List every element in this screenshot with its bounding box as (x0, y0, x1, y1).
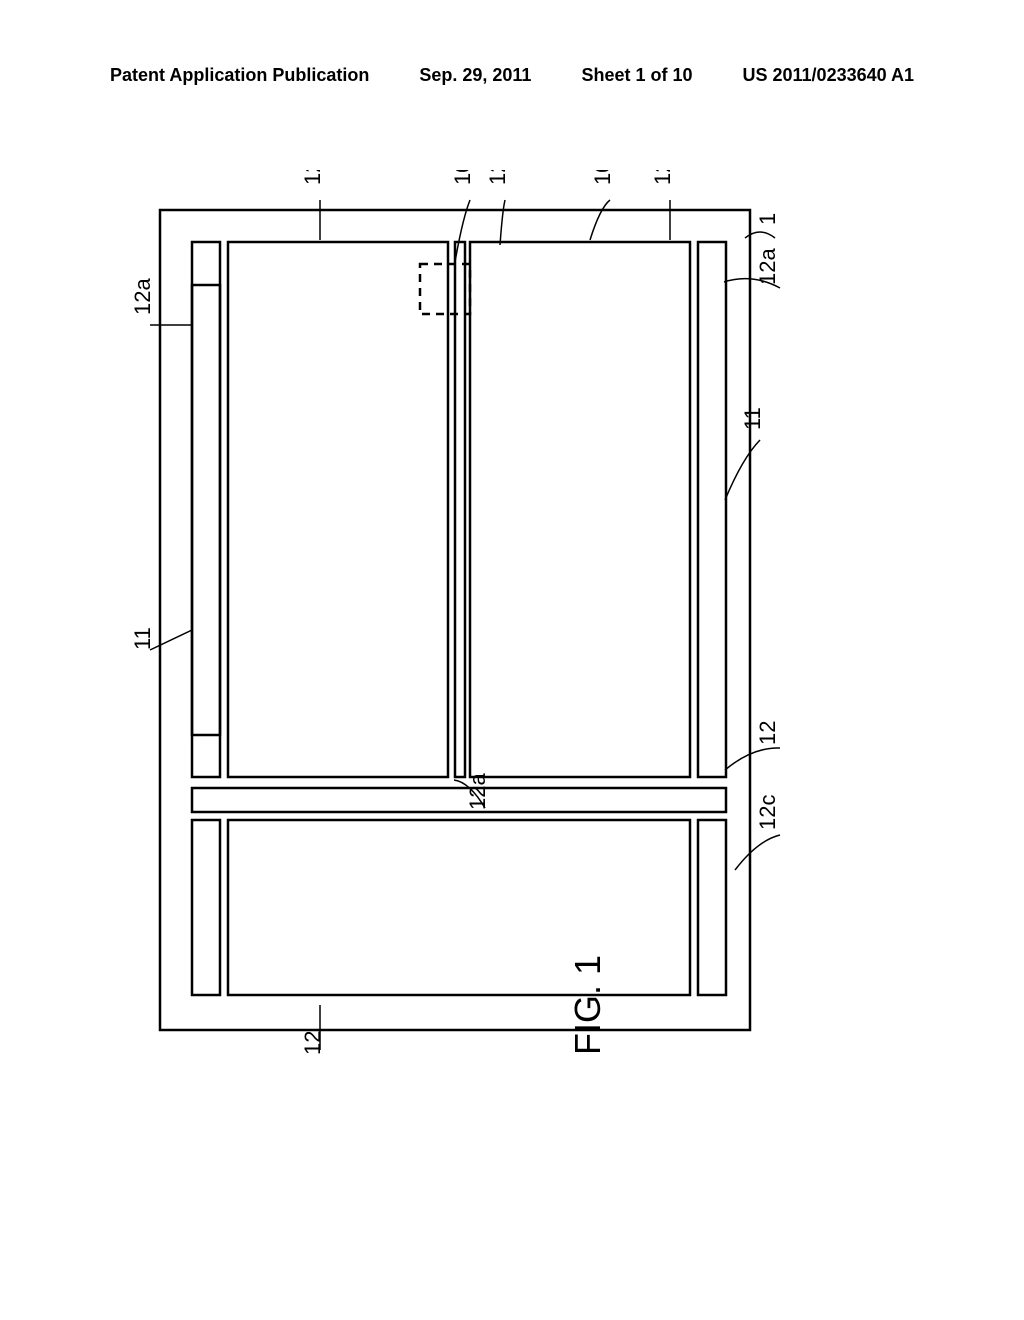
header-sheet: Sheet 1 of 10 (581, 65, 692, 86)
svg-text:12a: 12a (465, 773, 490, 810)
svg-text:12: 12 (300, 1031, 325, 1055)
figure-1-diagram: 1 10 10a 11 11 12 12 12 12 12a 12a 12a 12a 12c FIG. 1 (120, 170, 880, 1070)
svg-text:12: 12 (300, 170, 325, 185)
svg-text:1: 1 (755, 213, 780, 225)
svg-text:11: 11 (740, 407, 765, 430)
svg-text:12a: 12a (485, 170, 510, 185)
header-pubno: US 2011/0233640 A1 (743, 65, 914, 86)
header-publication: Patent Application Publication (110, 65, 369, 86)
svg-text:12a: 12a (755, 248, 780, 285)
header-date: Sep. 29, 2011 (419, 65, 531, 86)
svg-text:10a: 10a (450, 170, 475, 185)
figure-1-container: 1 10 10a 11 11 12 12 12 12 12a 12a 12a 12a 12c FIG. 1 (120, 170, 880, 1070)
svg-text:12a: 12a (130, 278, 155, 315)
svg-text:12: 12 (650, 170, 675, 185)
svg-text:10: 10 (590, 170, 615, 185)
svg-text:11: 11 (130, 627, 155, 650)
svg-text:12c: 12c (755, 795, 780, 830)
svg-text:12: 12 (755, 721, 780, 745)
svg-text:FIG. 1: FIG. 1 (567, 955, 608, 1055)
